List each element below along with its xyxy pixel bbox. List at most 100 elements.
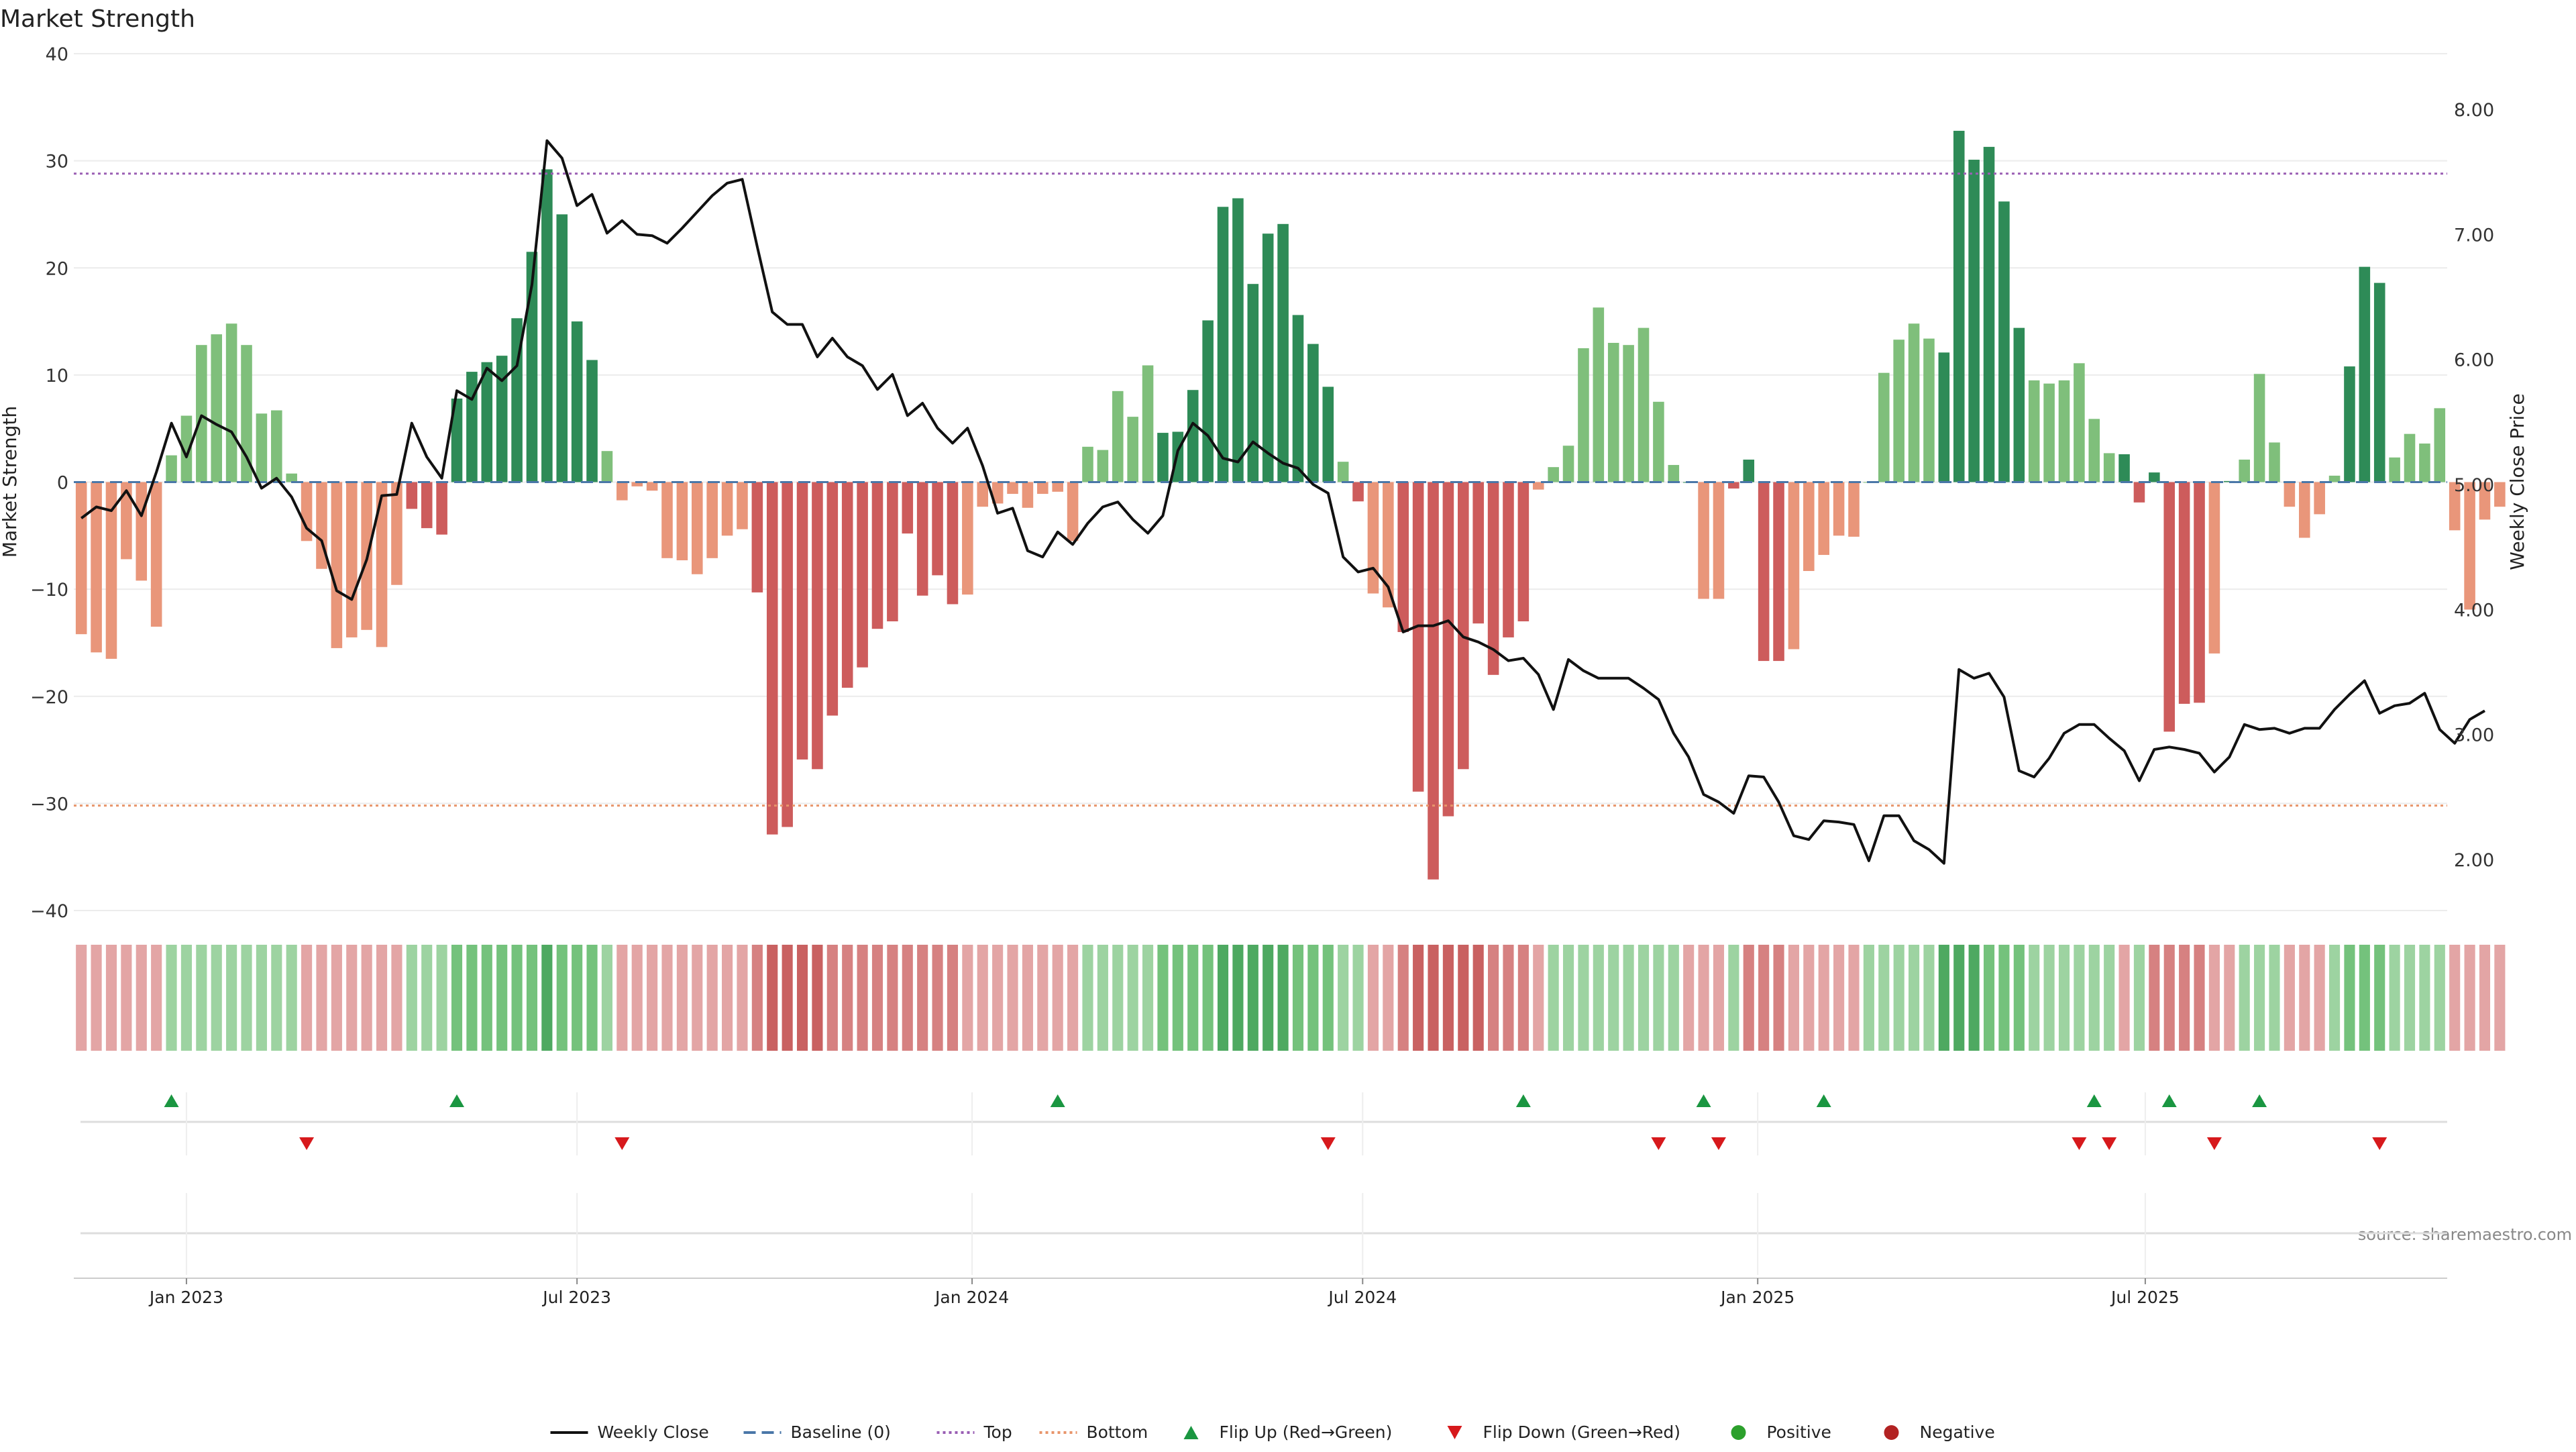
flip-down-marker xyxy=(2206,1137,2222,1150)
strength-bar xyxy=(1517,482,1529,622)
strength-bar xyxy=(1713,482,1725,599)
legend-label: Bottom xyxy=(1087,1422,1148,1442)
flip-up-marker xyxy=(1515,1094,1531,1107)
heat-cell xyxy=(496,945,508,1051)
heat-cell xyxy=(1232,945,1244,1051)
legend-label: Flip Down (Green→Red) xyxy=(1483,1422,1681,1442)
heat-cell xyxy=(1593,945,1604,1051)
heat-cell xyxy=(1383,945,1394,1051)
strength-bar xyxy=(1322,386,1334,482)
strength-bar xyxy=(2118,454,2130,482)
left-tick-label: 10 xyxy=(46,366,68,386)
strength-bar xyxy=(1638,327,1650,482)
heat-cell xyxy=(166,945,177,1051)
strength-bar xyxy=(706,482,718,558)
strength-bar xyxy=(1172,431,1184,482)
source-note: source: sharemaestro.com xyxy=(2358,1225,2572,1244)
strength-bar xyxy=(826,482,839,716)
strength-bar xyxy=(1037,482,1049,495)
legend-label: Negative xyxy=(1920,1422,1995,1442)
strength-bar xyxy=(841,482,853,688)
strength-bar xyxy=(1397,482,1409,632)
strength-bar xyxy=(1983,146,1995,482)
strength-bar xyxy=(556,214,568,482)
strength-bar xyxy=(991,482,1004,504)
heat-cell xyxy=(2434,945,2445,1051)
heat-cell xyxy=(871,945,883,1051)
heat-cell xyxy=(511,945,523,1051)
strength-bar xyxy=(721,482,733,536)
legend-swatch-7 xyxy=(1884,1425,1899,1440)
heat-cell xyxy=(737,945,748,1051)
strength-bar xyxy=(2194,482,2205,703)
strength-bar xyxy=(256,413,268,482)
strength-bar xyxy=(676,482,688,561)
strength-bar xyxy=(1022,482,1034,508)
heat-cell xyxy=(1157,945,1169,1051)
heat-cell xyxy=(2314,945,2325,1051)
heat-cell xyxy=(1022,945,1033,1051)
strength-bar xyxy=(2298,482,2310,538)
strength-bar xyxy=(1743,459,1755,482)
heat-cell xyxy=(1863,945,1874,1051)
heat-cell xyxy=(2254,945,2265,1051)
heat-cell xyxy=(1548,945,1559,1051)
flip-up-marker xyxy=(1696,1094,1711,1107)
heat-cell xyxy=(631,945,643,1051)
heat-cell xyxy=(286,945,297,1051)
heat-cell xyxy=(2494,945,2506,1051)
heat-cell xyxy=(226,945,237,1051)
heat-cell xyxy=(2013,945,2025,1051)
heat-cell xyxy=(1217,945,1229,1051)
strength-bar xyxy=(1728,482,1739,489)
heat-cell xyxy=(1578,945,1589,1051)
heat-cell xyxy=(391,945,402,1051)
heat-cell xyxy=(1683,945,1695,1051)
strength-bar xyxy=(1773,482,1784,662)
strength-bar xyxy=(616,482,628,501)
strength-bar xyxy=(1893,340,1904,482)
heat-cell xyxy=(1292,945,1304,1051)
strength-bar xyxy=(2239,459,2250,482)
strength-bar xyxy=(1412,482,1424,792)
strength-bar xyxy=(1202,320,1214,482)
right-axis-label: Weekly Close Price xyxy=(2506,393,2528,570)
heat-cell xyxy=(180,945,193,1051)
strength-bar xyxy=(496,356,508,482)
left-tick-label: −20 xyxy=(30,687,68,708)
flip-down-marker xyxy=(1651,1137,1666,1150)
strength-bar xyxy=(1383,482,1394,608)
heat-cell xyxy=(1833,945,1845,1051)
heat-cell xyxy=(1923,945,1935,1051)
strength-bar xyxy=(2359,266,2371,482)
flip-up-marker xyxy=(2161,1094,2177,1107)
heat-cell xyxy=(151,945,162,1051)
heat-cell xyxy=(2344,945,2355,1051)
strength-bar xyxy=(871,482,883,629)
heat-cell xyxy=(2133,945,2145,1051)
flip-markers xyxy=(80,1092,2447,1275)
heat-cell xyxy=(2328,945,2341,1051)
heat-cell xyxy=(1503,945,1514,1051)
heat-cell xyxy=(1788,945,1799,1051)
heat-cell xyxy=(1338,945,1349,1051)
heat-cell xyxy=(767,945,778,1051)
heat-cell xyxy=(782,945,793,1051)
strength-bar xyxy=(1127,417,1138,482)
strength-bar xyxy=(241,345,252,482)
heat-cell xyxy=(2269,945,2280,1051)
strength-bar xyxy=(2088,419,2100,482)
heat-cell xyxy=(1818,945,1829,1051)
heat-cell xyxy=(2163,945,2175,1051)
reference-lines xyxy=(74,172,2447,807)
heat-cell xyxy=(2374,945,2385,1051)
legend-swatch-flip-down xyxy=(1447,1426,1462,1439)
heat-cell xyxy=(1007,945,1018,1051)
strength-bar xyxy=(2344,366,2355,482)
strength-bar xyxy=(2074,363,2085,482)
strength-bar xyxy=(1292,315,1304,482)
x-axis: Jan 2023 Jul 2023 Jan 2024 Jul 2024 Jan 2025… xyxy=(74,1278,2447,1307)
heat-cell xyxy=(1998,945,2010,1051)
strength-bar xyxy=(150,482,162,627)
